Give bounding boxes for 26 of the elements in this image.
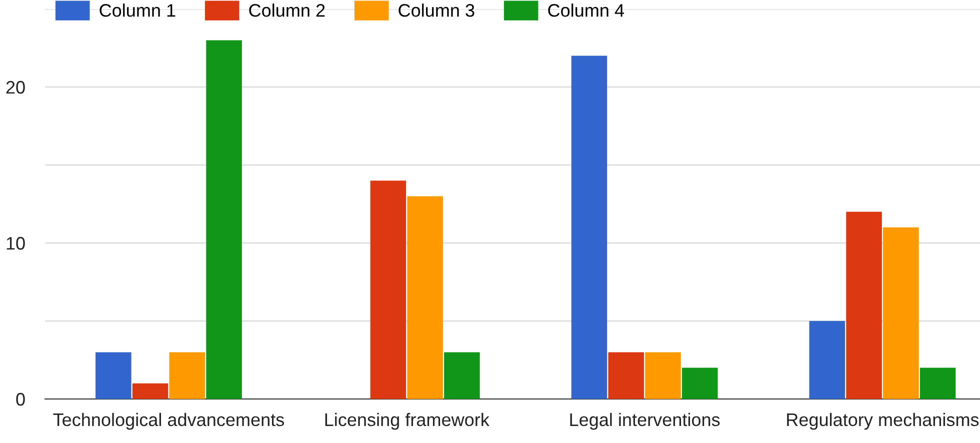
legend-label: Column 2: [249, 4, 325, 17]
bar: [169, 352, 206, 399]
bar: [407, 196, 443, 399]
bar: [370, 180, 406, 399]
bar: [444, 352, 480, 399]
y-tick-label: 20: [6, 80, 25, 94]
bar: [571, 56, 608, 399]
bar: [645, 352, 681, 399]
bar: [682, 368, 718, 399]
bar: [883, 227, 919, 399]
bar: [608, 352, 644, 399]
bar: [206, 40, 242, 399]
legend-label: Column 3: [398, 4, 474, 17]
bar: [132, 383, 168, 399]
y-tick-label: 10: [6, 236, 25, 250]
legend-label: Column 1: [100, 4, 176, 17]
bar: [846, 212, 882, 399]
x-tick-label: Legal interventions: [570, 412, 720, 430]
bar: [809, 321, 846, 399]
bar: [920, 368, 956, 399]
y-tick-label: 0: [16, 392, 25, 406]
bar: [96, 352, 132, 399]
x-tick-label: Technological advancements: [53, 412, 284, 430]
x-tick-label: Regulatory mechanisms: [787, 412, 979, 430]
legend-label: Column 4: [548, 4, 624, 17]
x-tick-label: Licensing framework: [325, 412, 490, 430]
